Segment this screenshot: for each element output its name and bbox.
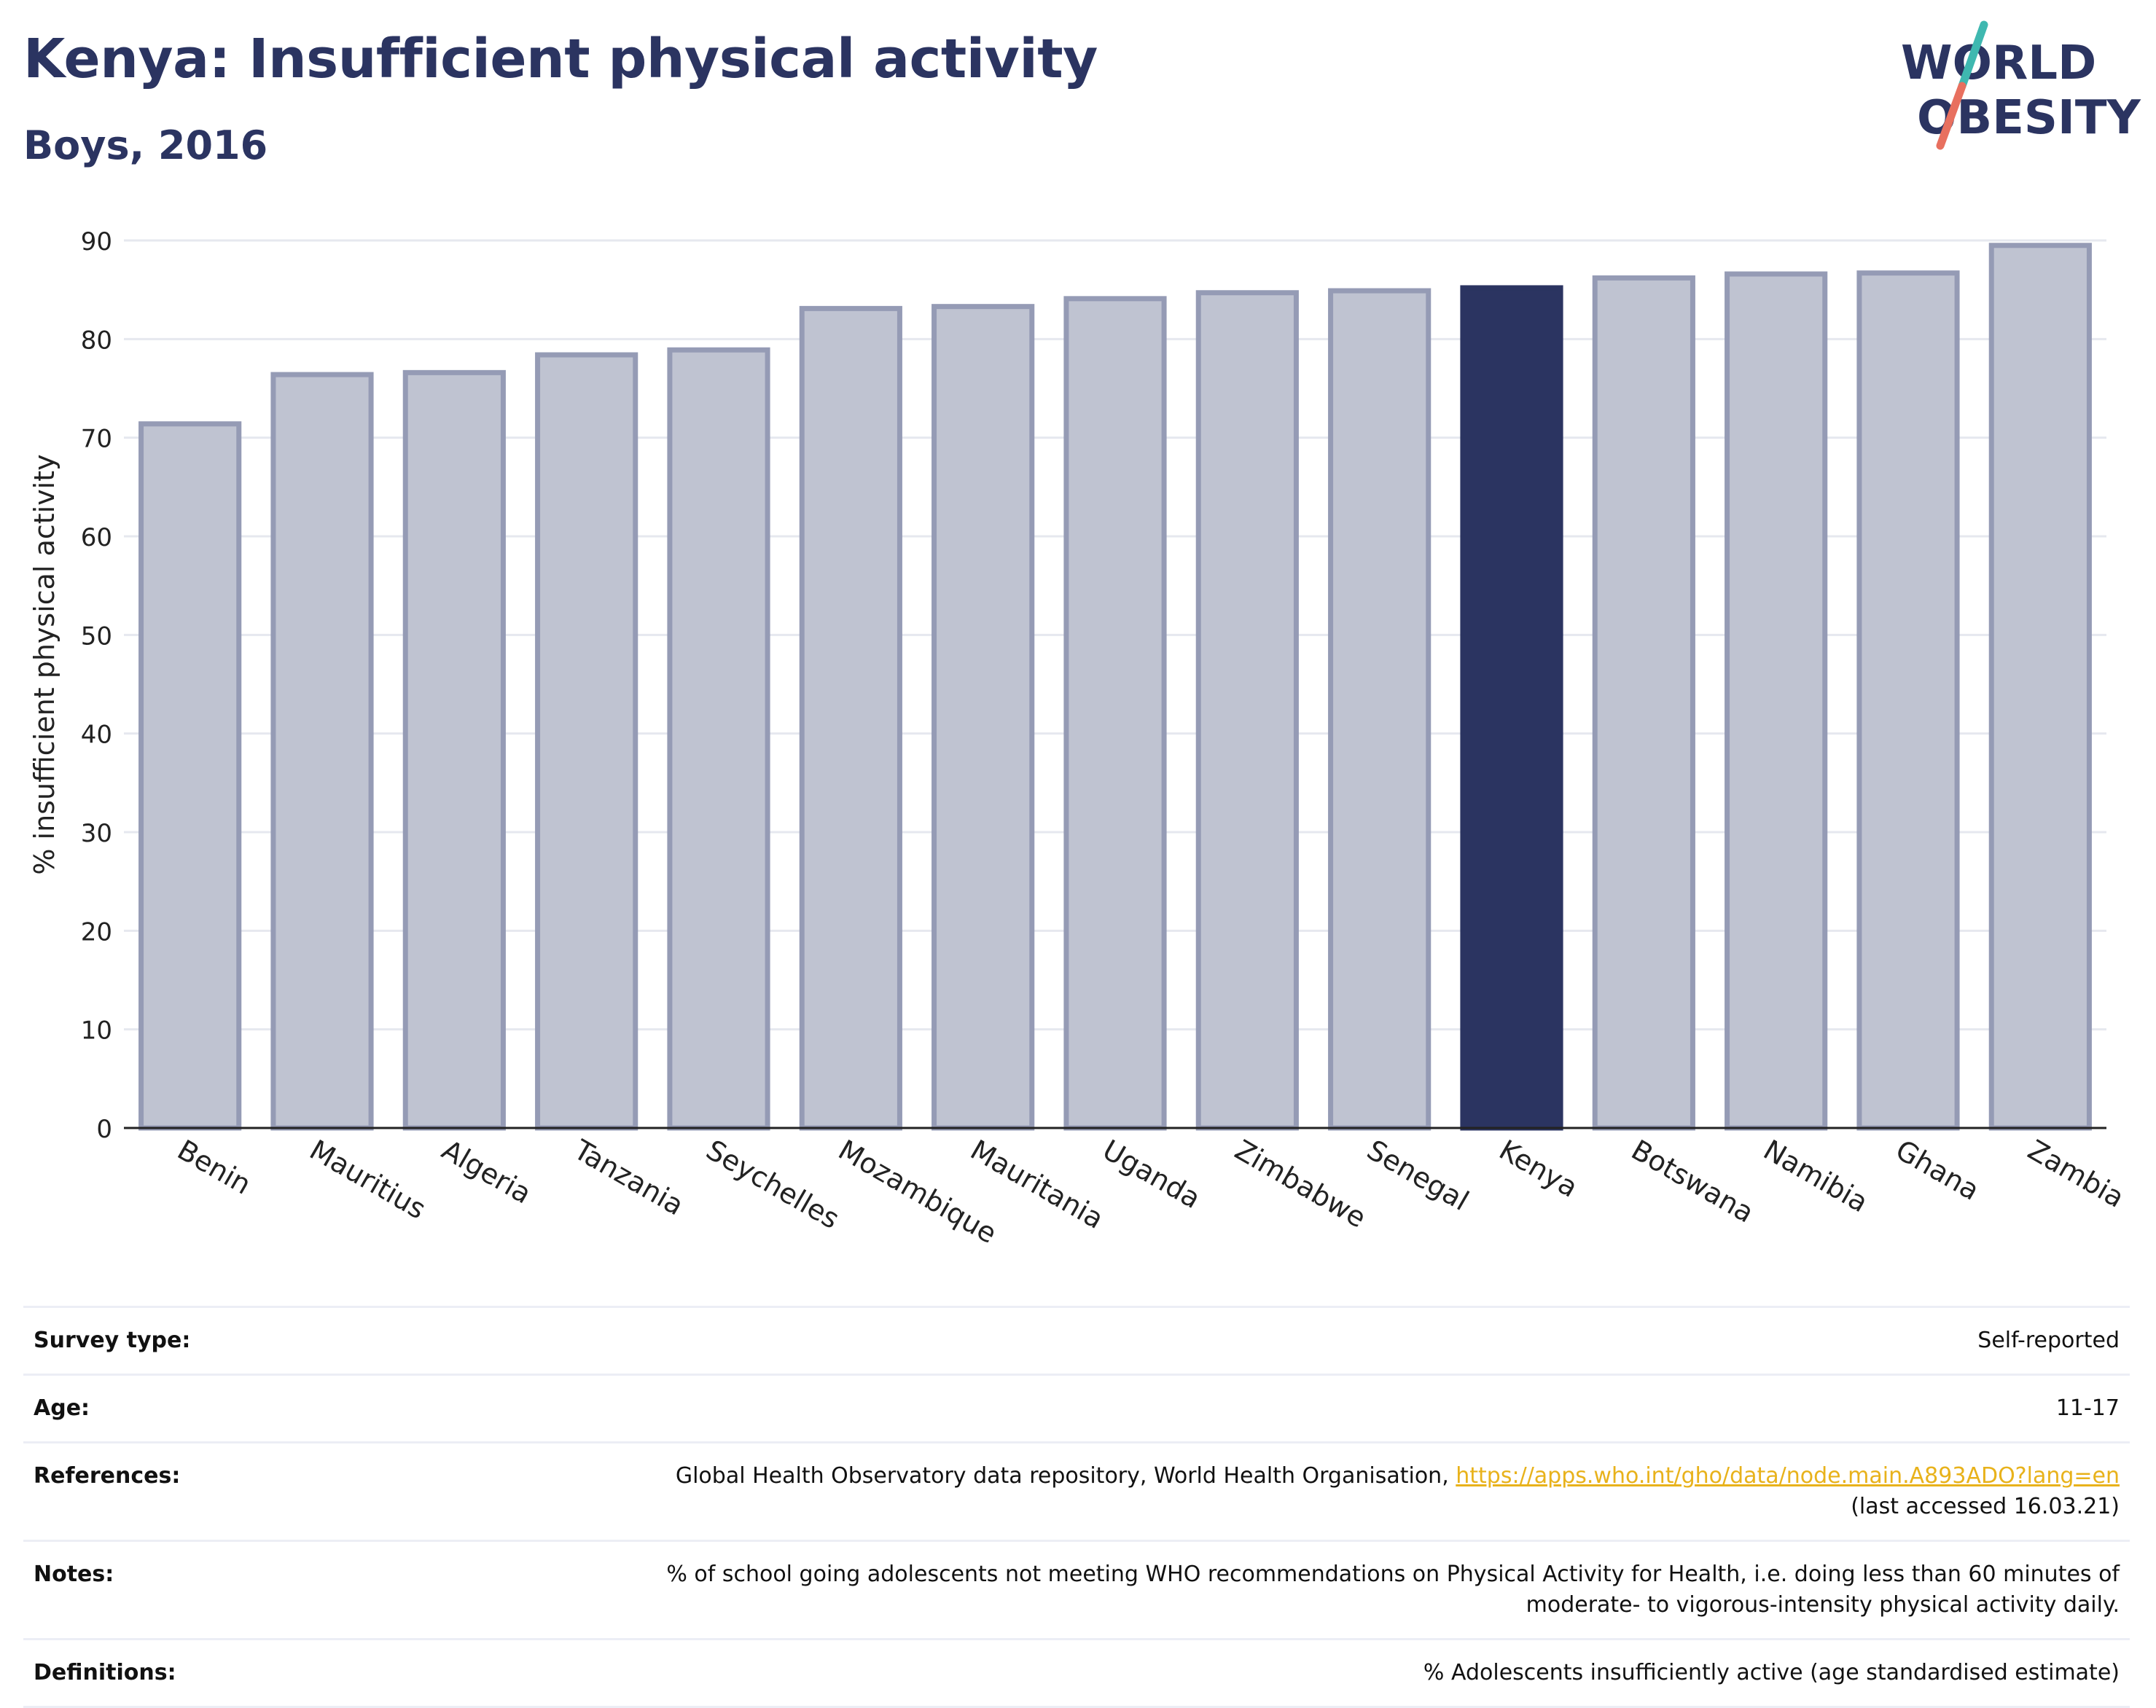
- x-tick-label-namibia: Namibia: [1758, 1134, 1873, 1219]
- references-value: Global Health Observatory data repositor…: [423, 1443, 2130, 1541]
- age-value: 11-17: [2055, 1395, 2120, 1421]
- bar-zimbabwe: [1195, 290, 1299, 1131]
- bar-chart: 0 10 20 30 40 50 60 70 80 90 Benin Mauritius Algeria…: [0, 197, 2156, 1275]
- bar-zambia: [1988, 243, 2092, 1131]
- bar-botswana: [1592, 275, 1695, 1131]
- bar-kenya: [1460, 285, 1563, 1131]
- references-label: References:: [34, 1463, 181, 1489]
- bar-algeria: [402, 369, 506, 1131]
- age-label: Age:: [34, 1395, 90, 1421]
- page-title: Kenya: Insufficient physical activity: [23, 28, 1098, 90]
- info-row-notes: Notes: % of school going adolescents not…: [23, 1540, 2130, 1640]
- y-tick-label-9: 90: [81, 227, 112, 256]
- x-tick-label-zambia: Zambia: [2023, 1134, 2130, 1214]
- survey-type-value: Self-reported: [1977, 1328, 2120, 1353]
- y-tick-label-6: 60: [81, 523, 112, 552]
- notes-line-2: moderate- to vigorous-intensity physical…: [1526, 1592, 2120, 1618]
- info-row-references: References: Global Health Observatory da…: [23, 1442, 2130, 1541]
- info-table: Survey type: Self-reported Age: 11-17 Re…: [23, 1306, 2130, 1708]
- x-tick-label-ghana: Ghana: [1891, 1134, 1985, 1207]
- info-row-age: Age: 11-17: [23, 1374, 2130, 1443]
- y-tick-label-7: 70: [81, 425, 112, 454]
- notes-value: % of school going adolescents not meetin…: [423, 1541, 2130, 1640]
- references-link[interactable]: https://apps.who.int/gho/data/node.main.…: [1456, 1463, 2120, 1489]
- notes-line-1: % of school going adolescents not meetin…: [666, 1562, 2120, 1587]
- y-tick-label-5: 50: [81, 622, 112, 651]
- definitions-value: % Adolescents insufficiently active (age…: [1423, 1660, 2120, 1685]
- references-accessed: (last accessed 16.03.21): [1851, 1494, 2120, 1519]
- bar-seychelles: [667, 347, 770, 1131]
- y-tick-label-8: 80: [81, 326, 112, 355]
- logo-slash-red: [1936, 82, 1966, 150]
- bar-mauritius: [270, 372, 374, 1131]
- page-subtitle: Boys, 2016: [23, 122, 268, 168]
- bar-benin: [138, 421, 242, 1131]
- bar-ghana: [1856, 270, 1960, 1131]
- x-tick-label-mauritius: Mauritius: [305, 1134, 431, 1226]
- y-tick-label-3: 30: [81, 819, 112, 848]
- definitions-label: Definitions:: [34, 1660, 176, 1685]
- notes-label: Notes:: [34, 1562, 114, 1587]
- info-row-definitions: Definitions: % Adolescents insufficientl…: [23, 1639, 2130, 1707]
- logo-text-world: WORLD: [1901, 36, 2096, 90]
- x-tick-label-seychelles: Seychelles: [701, 1134, 845, 1235]
- bar-tanzania: [535, 352, 638, 1131]
- bars: [138, 243, 2092, 1131]
- x-tick-label-uganda: Uganda: [1098, 1134, 1206, 1215]
- bar-namibia: [1725, 271, 1828, 1131]
- y-tick-label-4: 40: [81, 721, 112, 750]
- info-row-survey-type: Survey type: Self-reported: [23, 1307, 2130, 1375]
- x-tick-label-algeria: Algeria: [437, 1134, 537, 1210]
- x-tick-label-kenya: Kenya: [1494, 1134, 1584, 1204]
- bar-senegal: [1328, 288, 1432, 1131]
- bar-uganda: [1063, 296, 1167, 1131]
- y-tick-label-0: 0: [96, 1115, 112, 1144]
- x-tick-label-senegal: Senegal: [1362, 1134, 1474, 1218]
- survey-type-label: Survey type:: [34, 1328, 191, 1353]
- references-text: Global Health Observatory data repositor…: [675, 1463, 1456, 1489]
- x-tick-label-tanzania: Tanzania: [568, 1133, 689, 1221]
- x-tick-label-benin: Benin: [172, 1134, 257, 1201]
- bar-mauritania: [931, 304, 1035, 1131]
- x-tick-label-zimbabwe: Zimbabwe: [1230, 1134, 1372, 1234]
- bar-mozambique: [799, 305, 902, 1131]
- chart-svg: 0 10 20 30 40 50 60 70 80 90 Benin Mauritius Algeria…: [28, 227, 2130, 1250]
- world-obesity-logo: WORLD OBESITY: [1901, 20, 2141, 150]
- y-axis-label: % insufficient physical activity: [28, 454, 60, 874]
- logo-slash-teal: [1958, 20, 1988, 90]
- x-tick-label-botswana: Botswana: [1626, 1134, 1759, 1229]
- y-tick-label-2: 20: [81, 917, 112, 947]
- y-tick-label-1: 10: [81, 1016, 112, 1046]
